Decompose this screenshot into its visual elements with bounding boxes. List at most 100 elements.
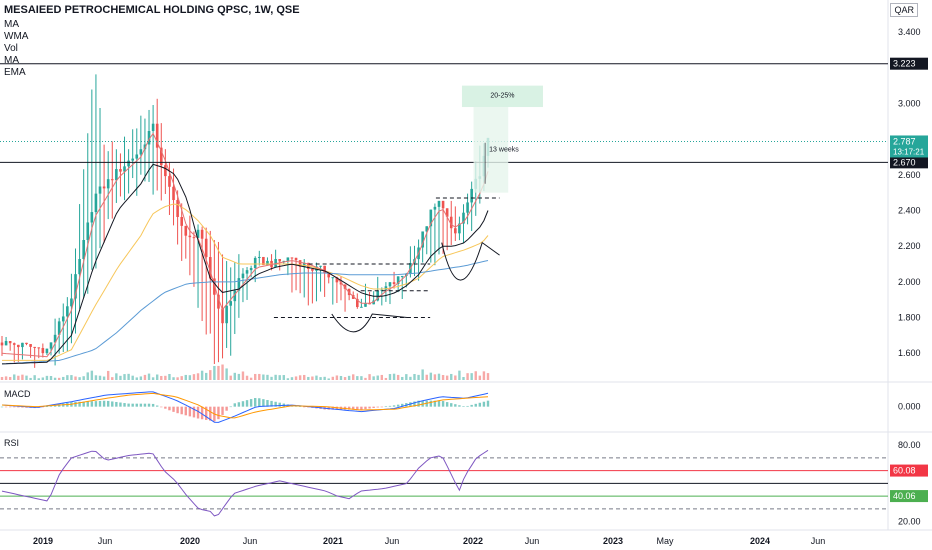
candle-body [172, 186, 175, 201]
candle-body [192, 237, 196, 239]
candle-body [298, 260, 302, 267]
volume-bar [286, 378, 290, 380]
candle-body [164, 165, 167, 177]
x-tick-label-11: Jun [811, 536, 826, 546]
macd-histogram-bar [233, 403, 236, 407]
price-label-resistance-2: 2.670 [893, 157, 916, 167]
candle-body [70, 298, 73, 307]
macd-histogram-bar [45, 406, 49, 408]
candle-body [86, 222, 90, 240]
macd-histogram-bar [380, 406, 384, 408]
volume-bar [205, 372, 208, 380]
volume-bar [368, 374, 371, 380]
candle-body [37, 347, 41, 349]
indicator-ema[interactable]: EMA [4, 67, 26, 78]
wma-line [1, 132, 489, 358]
volume-bar [425, 374, 428, 380]
candle-body [127, 160, 130, 167]
macd-histogram-bar [135, 403, 138, 407]
candle-body [98, 186, 102, 194]
currency-badge[interactable]: QAR [890, 3, 918, 17]
candle-body [384, 286, 388, 290]
volume-bar [225, 368, 228, 380]
volume-bar [360, 376, 363, 380]
x-tick-label-5: Jun [385, 536, 400, 546]
candle-body [339, 282, 343, 285]
price-label-last: 2.787 [893, 136, 916, 146]
volume-bar [209, 370, 212, 380]
volume-bar [217, 365, 220, 380]
candle-body [356, 298, 359, 308]
candle-body [364, 303, 367, 307]
indicator-wma[interactable]: WMA [4, 31, 29, 42]
macd-histogram-bar [49, 405, 53, 407]
candle-body [396, 276, 400, 285]
candle-body [41, 348, 45, 354]
macd-line [1, 391, 489, 423]
volume-bar [388, 374, 392, 380]
candle-body [225, 305, 228, 324]
volume-bar [380, 374, 384, 380]
indicator-ma[interactable]: MA [4, 19, 19, 30]
volume-bar [347, 375, 351, 380]
volume-bar [123, 374, 126, 380]
candle-body [61, 316, 65, 322]
candle-body [12, 343, 16, 345]
volume-bar [111, 377, 114, 380]
candle-body [4, 341, 8, 346]
candle-body [302, 262, 306, 267]
candle-body [106, 179, 110, 189]
macd-histogram-bar [482, 401, 486, 407]
y-tick-label-3: 2.200 [898, 241, 921, 251]
macd-histogram-bar [8, 406, 12, 408]
candle-body [245, 270, 249, 274]
volume-bar [478, 375, 482, 380]
volume-bar [37, 378, 40, 380]
volume-bar [8, 376, 12, 380]
volume-bar [78, 377, 81, 380]
candle-body [229, 301, 233, 306]
volume-bar [429, 372, 433, 380]
candle-body [49, 342, 53, 349]
candle-body [335, 277, 339, 283]
volume-bar [13, 374, 16, 380]
volume-bar [151, 377, 155, 380]
volume-bar [82, 376, 85, 380]
macd-histogram-bar [200, 406, 204, 420]
volume-bar [450, 373, 453, 380]
macd-histogram-bar [364, 406, 367, 410]
volume-bar [458, 370, 461, 380]
macd-title: MACD [4, 389, 31, 399]
macd-histogram-bar [147, 403, 151, 407]
indicator-ma-2[interactable]: MA [4, 55, 19, 66]
macd-histogram-bar [462, 406, 465, 407]
candle-body [449, 216, 453, 229]
target-zone-header [461, 85, 543, 108]
volume-bar [155, 374, 159, 380]
volume-bar [45, 375, 49, 380]
volume-bar [196, 373, 200, 380]
volume-bar [160, 375, 163, 380]
macd-histogram-bar [0, 406, 4, 408]
volume-bar [482, 371, 486, 380]
macd-histogram-bar [445, 402, 449, 407]
volume-bar [237, 373, 241, 380]
volume-bar [176, 377, 179, 380]
candle-body [445, 208, 449, 217]
macd-histogram-bar [155, 405, 159, 407]
volume-bar [454, 375, 457, 380]
macd-histogram-bar [225, 406, 228, 411]
x-tick-label-10: 2024 [750, 536, 770, 546]
rsi-title: RSI [4, 438, 19, 448]
indicator-vol[interactable]: Vol [4, 43, 18, 54]
macd-histogram-bar [356, 406, 359, 410]
y-tick-label-1: 1.800 [898, 313, 921, 323]
volume-bar [180, 376, 183, 380]
candle-body [343, 284, 347, 289]
x-tick-label-3: Jun [243, 536, 258, 546]
macd-histogram-bar [164, 406, 167, 409]
macd-histogram-bar [478, 402, 482, 407]
candle-body [147, 130, 151, 145]
macd-histogram-bar [21, 406, 24, 408]
